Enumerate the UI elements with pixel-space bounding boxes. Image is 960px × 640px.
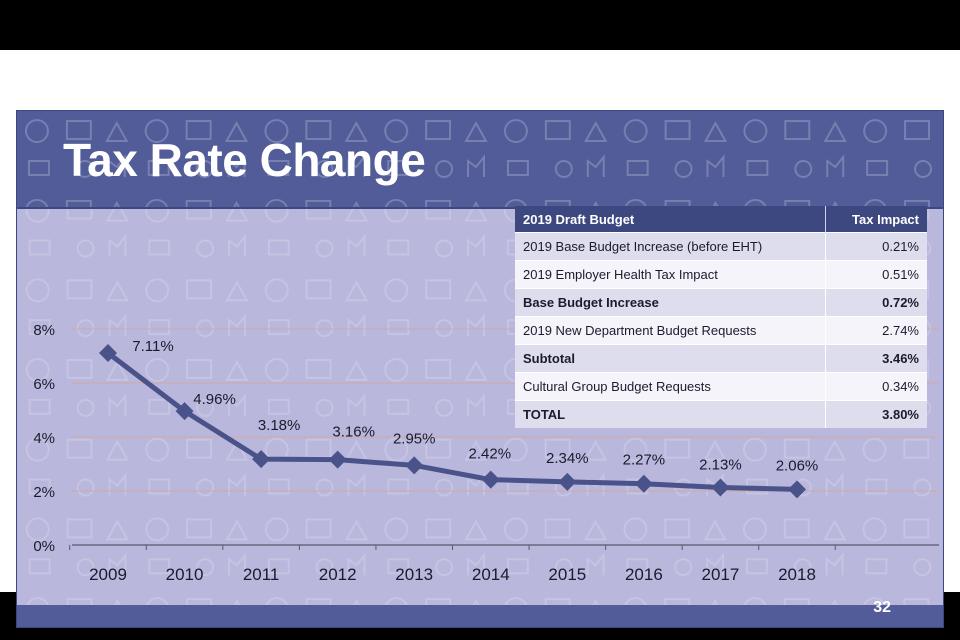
- slide: Tax Rate Change 7.11% 4.96% 3.18% 3.16% 2.95…: [16, 110, 944, 628]
- table-row: 2019 Base Budget Increase (before EHT) 0…: [515, 232, 927, 261]
- title-pattern: [17, 111, 943, 207]
- x-tick-label: 2012: [319, 565, 357, 584]
- data-point-marker: [99, 344, 117, 363]
- y-tick-label: 4%: [33, 430, 55, 447]
- row-value: 2.74%: [825, 316, 927, 345]
- table-row: Subtotal 3.46%: [515, 344, 927, 373]
- y-tick-label: 0%: [33, 538, 55, 555]
- series-polyline: [106, 351, 798, 492]
- title-band: [17, 111, 943, 207]
- table-header-row: 2019 Draft Budget Tax Impact: [515, 206, 927, 233]
- data-labels: 7.11% 4.96% 3.18% 3.16% 2.95% 2.42% 2.34% 2.27%…: [132, 338, 818, 474]
- data-point-marker: [558, 472, 577, 491]
- row-label: TOTAL: [515, 400, 827, 428]
- header-tax-impact: Tax Impact: [825, 206, 927, 233]
- row-label: Cultural Group Budget Requests: [515, 372, 827, 401]
- data-point-marker: [634, 474, 653, 493]
- row-value: 0.51%: [825, 260, 927, 289]
- data-label: 2.06%: [776, 457, 819, 474]
- data-label: 2.42%: [469, 446, 512, 463]
- data-label: 3.16%: [332, 424, 375, 441]
- data-label: 7.11%: [132, 338, 173, 355]
- x-tick-label: 2010: [166, 565, 204, 584]
- table-row: Base Budget Increase 0.72%: [515, 288, 927, 317]
- data-point-marker: [175, 402, 194, 421]
- page-number: 32: [873, 599, 891, 616]
- data-point-marker: [252, 450, 271, 469]
- x-tick-label: 2013: [395, 565, 433, 584]
- data-point-marker: [711, 478, 730, 497]
- x-tick-label: 2017: [702, 565, 740, 584]
- row-label: 2019 Employer Health Tax Impact: [515, 260, 827, 289]
- data-point-marker: [481, 470, 500, 489]
- data-label: 2.27%: [623, 452, 666, 469]
- y-tick-label: 6%: [33, 376, 55, 393]
- data-label: 3.18%: [258, 417, 301, 434]
- data-label: 4.96%: [193, 391, 236, 408]
- data-point-marker: [788, 480, 806, 499]
- row-value: 0.72%: [825, 288, 927, 317]
- table-row: Cultural Group Budget Requests 0.34%: [515, 372, 927, 401]
- y-tick-label: 8%: [33, 322, 55, 339]
- x-tick-label: 2014: [472, 565, 510, 584]
- header-draft-budget: 2019 Draft Budget: [515, 206, 827, 233]
- data-point-marker: [405, 456, 424, 475]
- table-row: 2019 Employer Health Tax Impact 0.51%: [515, 260, 927, 289]
- data-label: 2.95%: [393, 430, 436, 447]
- series-line: [106, 351, 798, 492]
- row-value: 3.46%: [825, 344, 927, 373]
- row-label: Base Budget Increase: [515, 288, 827, 317]
- row-value: 3.80%: [825, 400, 927, 428]
- budget-table: 2019 Draft Budget Tax Impact 2019 Base B…: [515, 206, 927, 428]
- x-tick-label: 2011: [243, 565, 280, 584]
- row-value: 0.21%: [825, 232, 927, 261]
- line-chart: 7.11% 4.96% 3.18% 3.16% 2.95% 2.42% 2.34% 2.27%…: [33, 322, 939, 584]
- data-label: 2.34%: [546, 450, 589, 467]
- table-row: TOTAL 3.80%: [515, 400, 927, 428]
- x-tick-label: 2015: [548, 565, 586, 584]
- data-point-marker: [328, 450, 347, 469]
- x-tick-label: 2016: [625, 565, 663, 584]
- x-tick-label: 2018: [778, 565, 816, 584]
- axes: [69, 544, 939, 550]
- tick-labels: 0% 2% 4% 6% 8% 2009 2010 2011 2012 2013 2014 2015 20…: [33, 322, 816, 584]
- data-points: [99, 344, 806, 499]
- y-tick-label: 2%: [33, 484, 55, 501]
- table-row: 2019 New Department Budget Requests 2.74…: [515, 316, 927, 345]
- slide-frame: Tax Rate Change 7.11% 4.96% 3.18% 3.16% 2.95…: [0, 50, 960, 628]
- slide-title: Tax Rate Change: [63, 134, 426, 186]
- data-label: 2.13%: [699, 456, 742, 473]
- row-value: 0.34%: [825, 372, 927, 401]
- row-label: 2019 New Department Budget Requests: [515, 316, 827, 345]
- x-tick-label: 2009: [89, 565, 127, 584]
- title-rule: [17, 207, 943, 209]
- footer-band: [17, 605, 943, 627]
- row-label: Subtotal: [515, 344, 827, 373]
- row-label: 2019 Base Budget Increase (before EHT): [515, 232, 827, 261]
